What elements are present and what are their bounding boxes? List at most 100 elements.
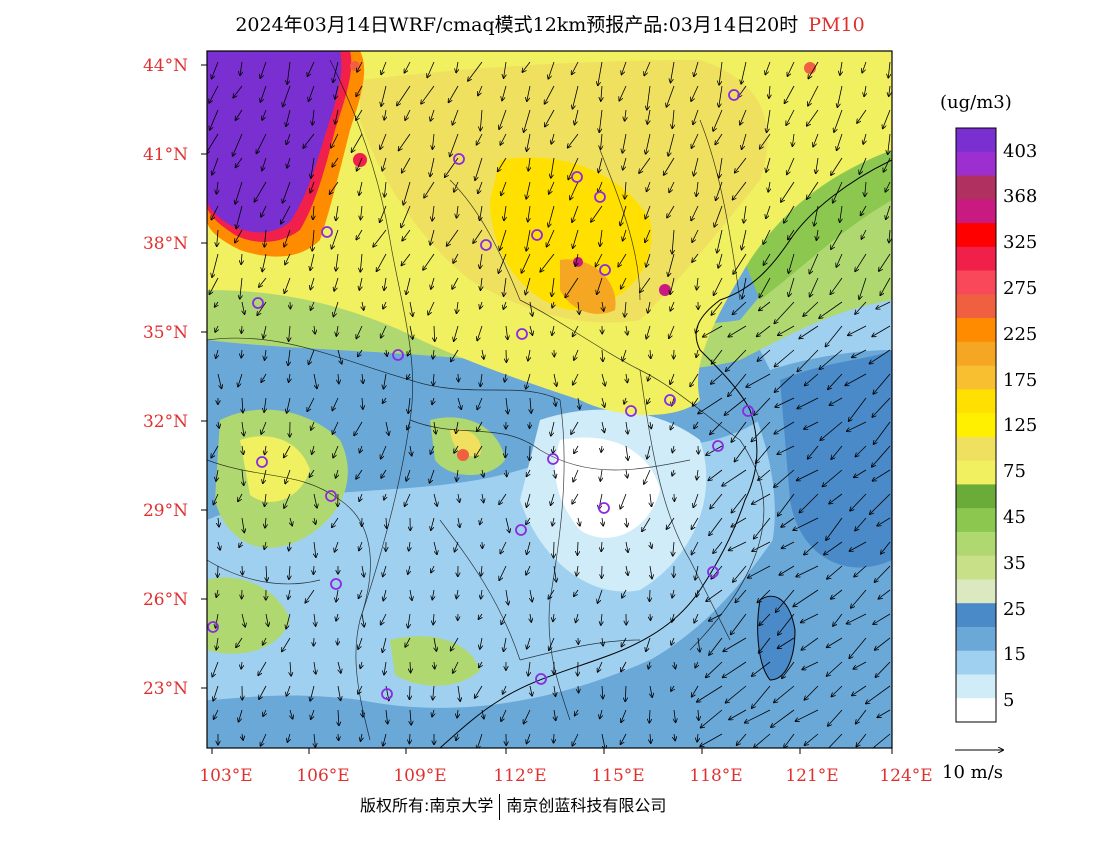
wind-arrow <box>311 157 315 178</box>
city-marker <box>480 239 492 251</box>
wind-arrow <box>428 301 435 315</box>
wind-arrow <box>356 469 363 479</box>
wind-arrow <box>238 493 243 501</box>
colorbar-swatch <box>956 674 996 699</box>
wind-arrow <box>572 733 579 746</box>
wind-arrow <box>554 709 556 720</box>
wind-arrow <box>335 109 339 124</box>
wind-arrow <box>554 541 555 558</box>
city-marker <box>252 297 264 309</box>
wind-arrow <box>647 109 650 124</box>
wind-arrow <box>575 709 578 716</box>
wind-arrow <box>287 61 291 84</box>
wind-arrow <box>430 469 435 483</box>
wind-arrow <box>710 421 723 434</box>
wind-arrow <box>729 541 747 550</box>
wind-arrow <box>788 253 795 273</box>
wind-arrow <box>671 637 674 645</box>
wind-arrow <box>403 181 411 205</box>
wind-arrow <box>499 565 507 580</box>
wind-arrow <box>451 637 459 651</box>
wind-arrow <box>505 445 506 457</box>
wind-arrow <box>238 373 243 387</box>
wind-arrow <box>827 637 843 647</box>
lat-label: 44°N <box>142 56 188 76</box>
wind-arrow <box>506 397 508 414</box>
wind-arrow <box>602 421 604 432</box>
wind-arrow <box>433 613 434 625</box>
wind-arrow <box>314 541 316 557</box>
colorbar-label: 275 <box>1003 278 1038 299</box>
wind-arrow <box>849 637 867 658</box>
wind-arrow <box>888 61 890 78</box>
wind-arrow <box>851 589 867 608</box>
wind-arrow <box>774 301 795 323</box>
wind-arrow <box>801 637 819 650</box>
wind-arrow <box>870 493 891 514</box>
wind-arrow <box>285 469 291 484</box>
wind-arrow <box>551 133 554 144</box>
wind-arrow <box>855 253 867 271</box>
colorbar-swatch <box>956 128 996 153</box>
wind-arrow <box>733 253 747 274</box>
wind-arrow <box>575 109 579 125</box>
wind-arrow <box>212 661 219 677</box>
wind-arrow <box>384 373 387 389</box>
colorbar-swatch <box>956 199 996 224</box>
wind-arrow <box>554 733 555 743</box>
wind-arrow <box>831 589 843 599</box>
wind-arrow <box>357 157 363 171</box>
wind-arrow <box>647 445 651 459</box>
wind-arrow <box>713 109 723 131</box>
wind-arrow <box>333 445 339 458</box>
wind-arrow <box>646 133 651 154</box>
wind-arrow <box>602 301 604 311</box>
wind-arrow <box>384 661 386 675</box>
wind-arrow <box>504 61 506 78</box>
wind-arrow <box>456 733 458 740</box>
wind-arrow <box>697 589 698 597</box>
wind-arrow <box>477 325 483 341</box>
wind-arrow <box>728 373 747 396</box>
wind-arrow <box>621 709 627 722</box>
wind-arrow <box>889 85 890 96</box>
wind-arrow <box>714 277 723 295</box>
wind-arrow <box>837 85 843 107</box>
wind-arrow <box>873 469 891 481</box>
wind-arrow <box>381 613 387 625</box>
wind-arrow <box>697 685 723 702</box>
lat-label: 41°N <box>142 145 188 165</box>
wind-arrow <box>670 373 675 384</box>
wind-arrow <box>551 157 555 178</box>
wind-arrow <box>358 685 363 694</box>
wind-arrow <box>283 181 291 203</box>
wind-arrow <box>872 445 891 467</box>
wind-arrow <box>765 61 771 75</box>
wind-arrow <box>434 325 435 341</box>
wind-arrow <box>218 421 219 428</box>
wind-arrow <box>432 397 434 404</box>
colorbar-swatch <box>956 436 996 462</box>
wind-arrow <box>242 517 244 533</box>
wind-arrow <box>776 589 795 612</box>
wind-arrow <box>865 181 866 196</box>
wind-arrow <box>286 109 291 126</box>
wind-arrow <box>881 541 891 554</box>
wind-arrow <box>626 517 627 527</box>
wind-arrow <box>548 205 555 227</box>
map-frame <box>206 50 893 749</box>
wind-arrow <box>481 277 483 290</box>
wind-arrow <box>218 565 219 577</box>
wind-arrow <box>356 229 363 240</box>
wind-arrow <box>482 493 484 503</box>
wind-arrow <box>735 157 747 173</box>
city-marker <box>535 673 547 685</box>
wind-arrow <box>598 61 603 85</box>
wind-arrow <box>288 349 290 365</box>
concentration-field <box>207 51 892 748</box>
wind-arrow <box>824 541 843 555</box>
wind-arrow <box>314 613 316 626</box>
wind-arrow <box>666 85 675 107</box>
wind-arrow <box>527 469 531 476</box>
wind-arrow <box>548 589 555 599</box>
